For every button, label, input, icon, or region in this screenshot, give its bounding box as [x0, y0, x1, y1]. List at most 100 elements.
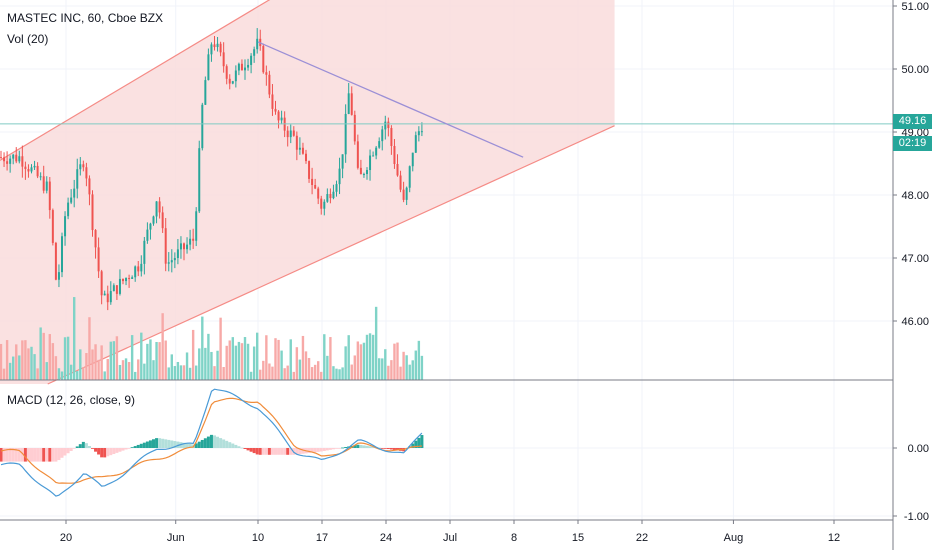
volume-bar [85, 353, 88, 380]
macd-histogram-bar [420, 435, 424, 448]
volume-bar [286, 365, 289, 380]
macd-histogram-bar [206, 436, 210, 448]
macd-histogram-bar [231, 443, 235, 448]
candle-body [88, 178, 91, 195]
candle-body [271, 94, 274, 109]
candle-body [344, 113, 347, 155]
volume-bar [143, 363, 146, 380]
volume-bar [130, 335, 134, 380]
candle-body [122, 278, 124, 282]
candle-body [326, 194, 329, 202]
volume-bar [271, 366, 274, 380]
volume-bar [36, 368, 39, 380]
candle-body [311, 178, 314, 185]
macd-histogram-bar [26, 448, 30, 462]
time-tick-label: 20 [60, 532, 72, 544]
macd-histogram-bar [335, 448, 338, 449]
macd-histogram-bar [63, 448, 67, 456]
candle-body [42, 176, 45, 191]
volume-bar [94, 344, 97, 380]
channel-fill [0, 0, 615, 384]
volume-bar [5, 340, 9, 380]
macd-histogram-bar [109, 448, 113, 456]
volume-bar [198, 348, 201, 380]
volume-bar [185, 352, 189, 380]
volume-bar [54, 356, 58, 380]
macd-histogram-bar [237, 446, 241, 448]
candle-body [57, 272, 60, 280]
volume-bar [73, 297, 76, 380]
volume-bar [109, 341, 112, 380]
candle-body [15, 154, 18, 162]
candle-body [115, 285, 118, 294]
candle-body [3, 157, 6, 162]
candle-body [118, 278, 121, 294]
macd-histogram-bar [94, 448, 98, 452]
macd-histogram-bar [14, 448, 18, 462]
macd-histogram-bar [240, 447, 244, 449]
candle-body [378, 141, 381, 148]
macd-histogram-bar [164, 439, 168, 448]
candle-body [152, 216, 155, 224]
symbol-title[interactable]: MASTEC INC, 60, Cboe BZX [7, 11, 164, 25]
candle-body [134, 266, 137, 278]
volume-bar [152, 360, 155, 380]
volume-bar [249, 371, 253, 380]
macd-histogram-bar [225, 440, 229, 448]
volume-bar [155, 341, 158, 380]
time-tick-label: 10 [252, 532, 264, 544]
candle-body [402, 189, 405, 200]
macd-histogram-bar [414, 440, 418, 448]
channel-upper-line [0, 0, 271, 161]
volume-bar [216, 350, 219, 380]
candle-body [128, 278, 131, 280]
macd-histogram-bar [51, 448, 55, 462]
volume-bar [411, 360, 414, 380]
macd-histogram-bar [295, 448, 299, 455]
volume-bar [18, 355, 21, 380]
candle-body [350, 93, 353, 115]
candle-body [18, 156, 21, 162]
volume-bar [210, 351, 213, 380]
volume-bar [323, 334, 326, 380]
macd-histogram-bar [359, 444, 363, 448]
macd-histogram-bar [277, 448, 281, 455]
macd-histogram-bar [389, 448, 393, 450]
candle-body [21, 156, 24, 167]
candle-body [317, 188, 320, 199]
candle-body [329, 194, 332, 199]
volume-bar [231, 337, 234, 380]
volume-bar [414, 350, 417, 380]
macd-label[interactable]: MACD (12, 26, close, 9) [7, 393, 136, 407]
macd-histogram-bar [176, 441, 180, 448]
candle-body [244, 67, 246, 71]
volume-bar [374, 306, 378, 380]
macd-histogram-bar [234, 444, 238, 448]
volume-bar [30, 346, 33, 380]
time-tick-label: 15 [572, 532, 584, 544]
volume-bar [399, 366, 402, 380]
macd-histogram-bar [222, 439, 226, 448]
macd-histogram-bar [30, 448, 33, 462]
candle-body [82, 164, 85, 168]
candle-body [140, 263, 143, 272]
macd-histogram-bar [158, 438, 162, 448]
volume-bar [204, 347, 207, 380]
candle-body [170, 260, 173, 263]
candle-body [305, 153, 307, 162]
candle-body [362, 174, 365, 176]
volume-bar [161, 313, 164, 380]
volume-bar [350, 364, 353, 380]
candle-body [155, 201, 158, 217]
candle-body [109, 291, 112, 303]
volume-bar [57, 368, 61, 380]
volume-bar [124, 358, 128, 380]
trend-lines[interactable] [0, 41, 893, 158]
candle-body [85, 167, 88, 179]
macd-histogram-bar [54, 448, 58, 462]
candle-body [247, 64, 250, 68]
volume-label[interactable]: Vol (20) [7, 32, 49, 46]
